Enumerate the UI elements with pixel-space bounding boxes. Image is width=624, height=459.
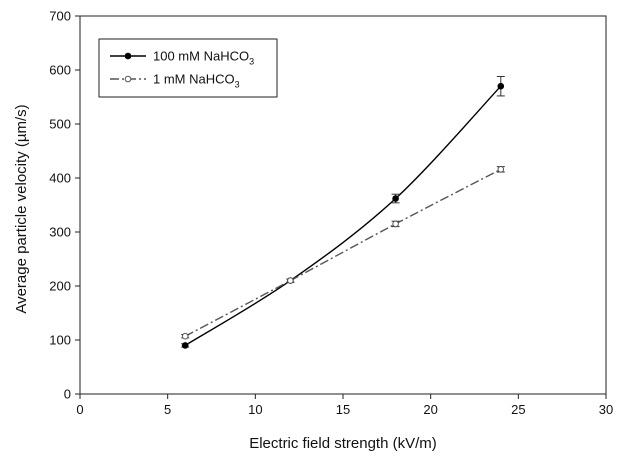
x-tick-label-0: 0 — [76, 402, 83, 417]
series-layer — [181, 75, 505, 349]
legend-label-main-1: 1 mM NaHCO — [153, 72, 235, 87]
data-point-0-3 — [497, 82, 505, 90]
data-point-0-0 — [181, 342, 189, 349]
data-point-1-3 — [497, 166, 505, 173]
legend-label-subscript-1: 3 — [235, 80, 240, 90]
y-tick-label-4: 400 — [49, 171, 71, 186]
x-tick-label-4: 20 — [423, 402, 437, 417]
legend-marker-0 — [124, 52, 132, 60]
data-point-1-0 — [181, 332, 189, 340]
y-tick-label-2: 200 — [49, 279, 71, 294]
legend-label-0: 100 mM NaHCO3 — [153, 49, 254, 67]
data-point-1-2 — [392, 220, 399, 228]
legend-label-main-0: 100 mM NaHCO — [153, 49, 249, 64]
y-tick-label-7: 700 — [49, 9, 71, 24]
y-tick-label-0: 0 — [64, 387, 71, 402]
x-tick-label-3: 15 — [336, 402, 350, 417]
x-tick-label-1: 5 — [164, 402, 171, 417]
y-tick-label-6: 600 — [49, 63, 71, 78]
tick-marks — [75, 15, 607, 399]
y-axis-title: Average particle velocity (µm/s) — [13, 104, 30, 313]
data-point-1-1 — [287, 277, 294, 284]
y-tick-label-5: 500 — [49, 117, 71, 132]
data-point-0-2 — [392, 195, 399, 202]
series-1 — [181, 166, 505, 340]
legend-marker-1 — [124, 75, 132, 83]
series-line-1 — [184, 168, 502, 337]
y-tick-label-3: 300 — [49, 225, 71, 240]
legend-label-1: 1 mM NaHCO3 — [153, 72, 240, 90]
legend-box — [98, 38, 278, 98]
x-tick-label-2: 10 — [248, 402, 262, 417]
x-tick-label-5: 25 — [511, 402, 525, 417]
legend-label-subscript-0: 3 — [249, 57, 254, 67]
series-line-0 — [184, 85, 502, 346]
x-tick-label-6: 30 — [599, 402, 613, 417]
x-axis-title: Electric field strength (kV/m) — [249, 435, 437, 452]
series-0 — [181, 75, 505, 349]
y-tick-label-1: 100 — [49, 333, 71, 348]
